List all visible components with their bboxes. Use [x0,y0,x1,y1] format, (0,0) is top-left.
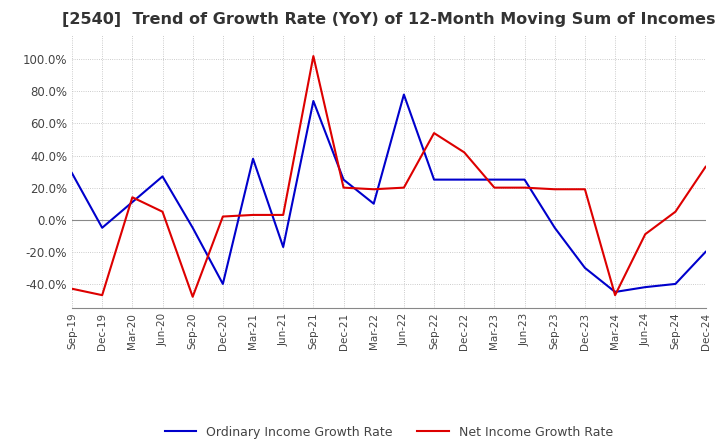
Legend: Ordinary Income Growth Rate, Net Income Growth Rate: Ordinary Income Growth Rate, Net Income … [160,421,618,440]
Ordinary Income Growth Rate [219,281,228,286]
Ordinary Income Growth Rate [701,249,710,254]
Net Income Growth Rate [189,294,197,299]
Net Income Growth Rate [641,231,649,237]
Line: Net Income Growth Rate: Net Income Growth Rate [72,56,706,297]
Net Income Growth Rate [671,209,680,214]
Net Income Growth Rate [158,209,167,214]
Ordinary Income Growth Rate [189,225,197,231]
Net Income Growth Rate [490,185,499,190]
Ordinary Income Growth Rate [128,199,137,205]
Ordinary Income Growth Rate [671,281,680,286]
Ordinary Income Growth Rate [158,174,167,179]
Net Income Growth Rate [128,194,137,200]
Net Income Growth Rate [550,187,559,192]
Ordinary Income Growth Rate [369,201,378,206]
Ordinary Income Growth Rate [460,177,469,182]
Ordinary Income Growth Rate [400,92,408,97]
Net Income Growth Rate [279,212,287,217]
Net Income Growth Rate [339,185,348,190]
Net Income Growth Rate [521,185,529,190]
Net Income Growth Rate [369,187,378,192]
Ordinary Income Growth Rate [580,265,589,271]
Net Income Growth Rate [219,214,228,219]
Ordinary Income Growth Rate [641,285,649,290]
Net Income Growth Rate [98,293,107,298]
Net Income Growth Rate [611,293,619,298]
Ordinary Income Growth Rate [68,171,76,176]
Ordinary Income Growth Rate [430,177,438,182]
Ordinary Income Growth Rate [521,177,529,182]
Net Income Growth Rate [68,286,76,291]
Net Income Growth Rate [248,212,257,217]
Ordinary Income Growth Rate [611,290,619,295]
Net Income Growth Rate [580,187,589,192]
Ordinary Income Growth Rate [98,225,107,231]
Ordinary Income Growth Rate [279,244,287,249]
Ordinary Income Growth Rate [248,156,257,161]
Net Income Growth Rate [309,53,318,59]
Net Income Growth Rate [430,130,438,136]
Ordinary Income Growth Rate [550,225,559,231]
Ordinary Income Growth Rate [309,99,318,104]
Title: [2540]  Trend of Growth Rate (YoY) of 12-Month Moving Sum of Incomes: [2540] Trend of Growth Rate (YoY) of 12-… [62,12,716,27]
Ordinary Income Growth Rate [339,177,348,182]
Net Income Growth Rate [701,164,710,169]
Net Income Growth Rate [460,150,469,155]
Ordinary Income Growth Rate [490,177,499,182]
Line: Ordinary Income Growth Rate: Ordinary Income Growth Rate [72,95,706,292]
Net Income Growth Rate [400,185,408,190]
